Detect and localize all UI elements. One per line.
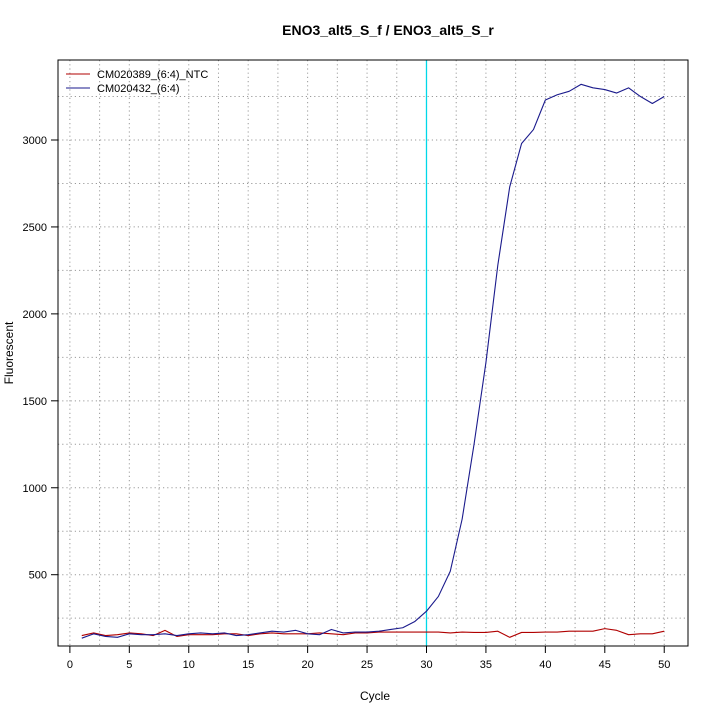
x-tick-label: 40 xyxy=(539,659,551,671)
x-axis-label: Cycle xyxy=(360,689,390,703)
y-tick-label: 2000 xyxy=(23,309,47,321)
y-tick-label: 3000 xyxy=(23,135,47,147)
y-tick-label: 2500 xyxy=(23,222,47,234)
series-line-2 xyxy=(81,83,665,639)
legend-label: CM020432_(6:4) xyxy=(97,83,180,95)
series-line-1 xyxy=(81,628,665,638)
x-tick-label: 5 xyxy=(126,659,132,671)
x-tick-label: 25 xyxy=(361,659,373,671)
axes: 0 5 10 15 20 25 30 35 40 45 50 500 1000 1500 2000 2500 3… xyxy=(23,59,689,671)
y-tick-label: 1500 xyxy=(23,396,47,408)
x-tick-label: 45 xyxy=(599,659,611,671)
x-tick-label: 30 xyxy=(420,659,432,671)
gridlines xyxy=(58,60,688,646)
x-tick-label: 50 xyxy=(658,659,670,671)
legend-label: CM020389_(6:4)_NTC xyxy=(97,69,208,81)
plot-frame xyxy=(57,59,689,647)
x-tick-label: 0 xyxy=(67,659,73,671)
x-tick-label: 15 xyxy=(242,659,254,671)
chart-title: ENO3_alt5_S_f / ENO3_alt5_S_r xyxy=(282,22,494,38)
legend: CM020389_(6:4)_NTC CM020432_(6:4) xyxy=(66,69,208,95)
y-tick-label: 500 xyxy=(29,570,47,582)
x-tick-label: 35 xyxy=(480,659,492,671)
y-axis-label: Fluorescent xyxy=(2,321,16,384)
x-tick-label: 10 xyxy=(183,659,195,671)
x-tick-label: 20 xyxy=(301,659,313,671)
series-layer xyxy=(81,83,665,639)
y-tick-label: 1000 xyxy=(23,483,47,495)
